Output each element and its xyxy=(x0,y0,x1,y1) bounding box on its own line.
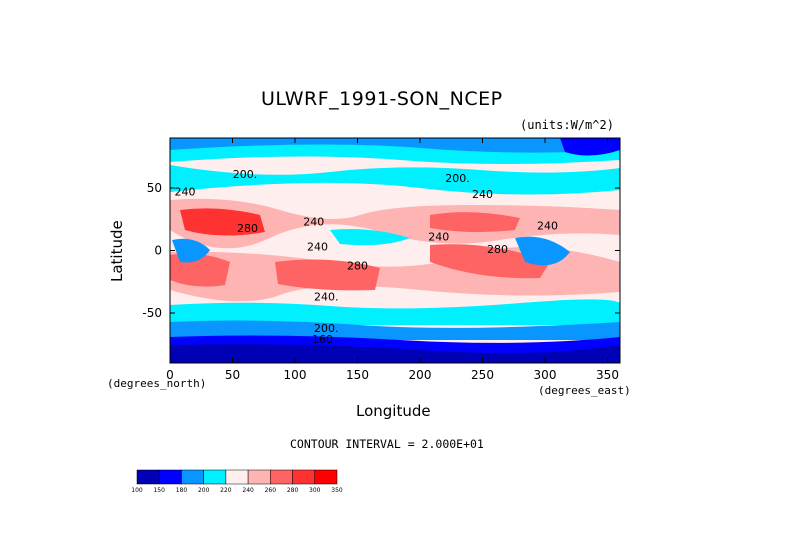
contour-label: 160 xyxy=(312,333,333,346)
contour-label: 200. xyxy=(445,172,470,185)
x-tick-label: 50 xyxy=(225,368,240,382)
colorbar-swatch xyxy=(314,469,338,485)
band-n-220-b xyxy=(170,165,620,195)
colorbar-swatch xyxy=(270,469,293,485)
contour-label: 240 xyxy=(472,188,493,201)
y-axis: -50 0 50 xyxy=(142,181,620,320)
africa-convective xyxy=(172,238,210,263)
contour-label: 280 xyxy=(347,259,368,272)
sahara-hot xyxy=(180,208,265,236)
band-n-200 xyxy=(170,138,620,153)
amazon-convective xyxy=(515,236,570,266)
x-tick-label: 350 xyxy=(596,368,619,382)
x-axis-title: Longitude xyxy=(356,402,431,420)
contour-label: 240 xyxy=(428,231,449,244)
colorbar-tick-label: 260 xyxy=(265,487,277,494)
x-tick-label: 100 xyxy=(284,368,307,382)
colorbar-tick-label: 240 xyxy=(242,487,254,494)
contour-label: 240 xyxy=(303,216,324,229)
x-axis: 0 50 100 150 200 250 300 350 xyxy=(166,138,619,382)
x-tick-label: 150 xyxy=(346,368,369,382)
contour-label: 240 xyxy=(307,241,328,254)
x-tick-label: 200 xyxy=(409,368,432,382)
npac-warm xyxy=(430,212,520,233)
colorbar-tick-label: 280 xyxy=(287,487,299,494)
arctic-low xyxy=(560,138,620,156)
contour-label: 240 xyxy=(537,219,558,232)
colorbar-swatch xyxy=(136,469,160,485)
colorbar-tick-label: 300 xyxy=(309,487,321,494)
colorbar-tick-label: 350 xyxy=(331,487,343,494)
colorbar-swatch xyxy=(181,469,204,485)
chart-title: ULWRF_1991-SON_NCEP xyxy=(261,88,503,110)
colorbar-swatch xyxy=(292,469,316,485)
colorbar-swatch xyxy=(158,469,182,485)
australia-warm xyxy=(275,259,380,291)
contour-label: 240. xyxy=(314,291,339,304)
contour-label: 280 xyxy=(487,243,508,256)
y-tick-label: -50 xyxy=(142,306,162,320)
y-unit-label: (degrees_north) xyxy=(107,377,207,390)
y-tick-label: 50 xyxy=(147,181,162,195)
band-s-200 xyxy=(170,320,620,340)
x-tick-label: 300 xyxy=(534,368,557,382)
colorbar-swatch xyxy=(203,469,227,485)
colorbar-tick-label: 200 xyxy=(198,487,210,494)
y-tick-label: 0 xyxy=(154,244,162,258)
colorbar: 100 150 180 200 220 240 260 280 300 350 xyxy=(131,469,343,494)
units-label: (units:W/m^2) xyxy=(520,118,614,132)
x-unit-label: (degrees_east) xyxy=(538,384,631,397)
contour-label: 200. xyxy=(314,322,339,335)
heatmap-field xyxy=(170,138,620,363)
contour-label: 240 xyxy=(175,186,196,199)
band-s-220 xyxy=(170,299,620,325)
contour-label: 200. xyxy=(233,168,258,181)
colorbar-tick-label: 220 xyxy=(220,487,232,494)
band-s-160 xyxy=(170,344,620,363)
colorbar-tick-label: 180 xyxy=(176,487,188,494)
colorbar-tick-label: 150 xyxy=(153,487,165,494)
x-tick-label: 250 xyxy=(471,368,494,382)
band-n-260 xyxy=(170,198,620,249)
colorbar-swatch xyxy=(225,469,249,485)
x-tick-label: 0 xyxy=(166,368,174,382)
colorbar-tick-label: 100 xyxy=(131,487,143,494)
contour-interval-text: CONTOUR INTERVAL = 2.000E+01 xyxy=(290,437,484,451)
spac-warm xyxy=(430,244,550,279)
colorbar-swatch xyxy=(247,469,271,485)
contour-label: 280 xyxy=(237,222,258,235)
maritime-continent xyxy=(330,229,410,246)
